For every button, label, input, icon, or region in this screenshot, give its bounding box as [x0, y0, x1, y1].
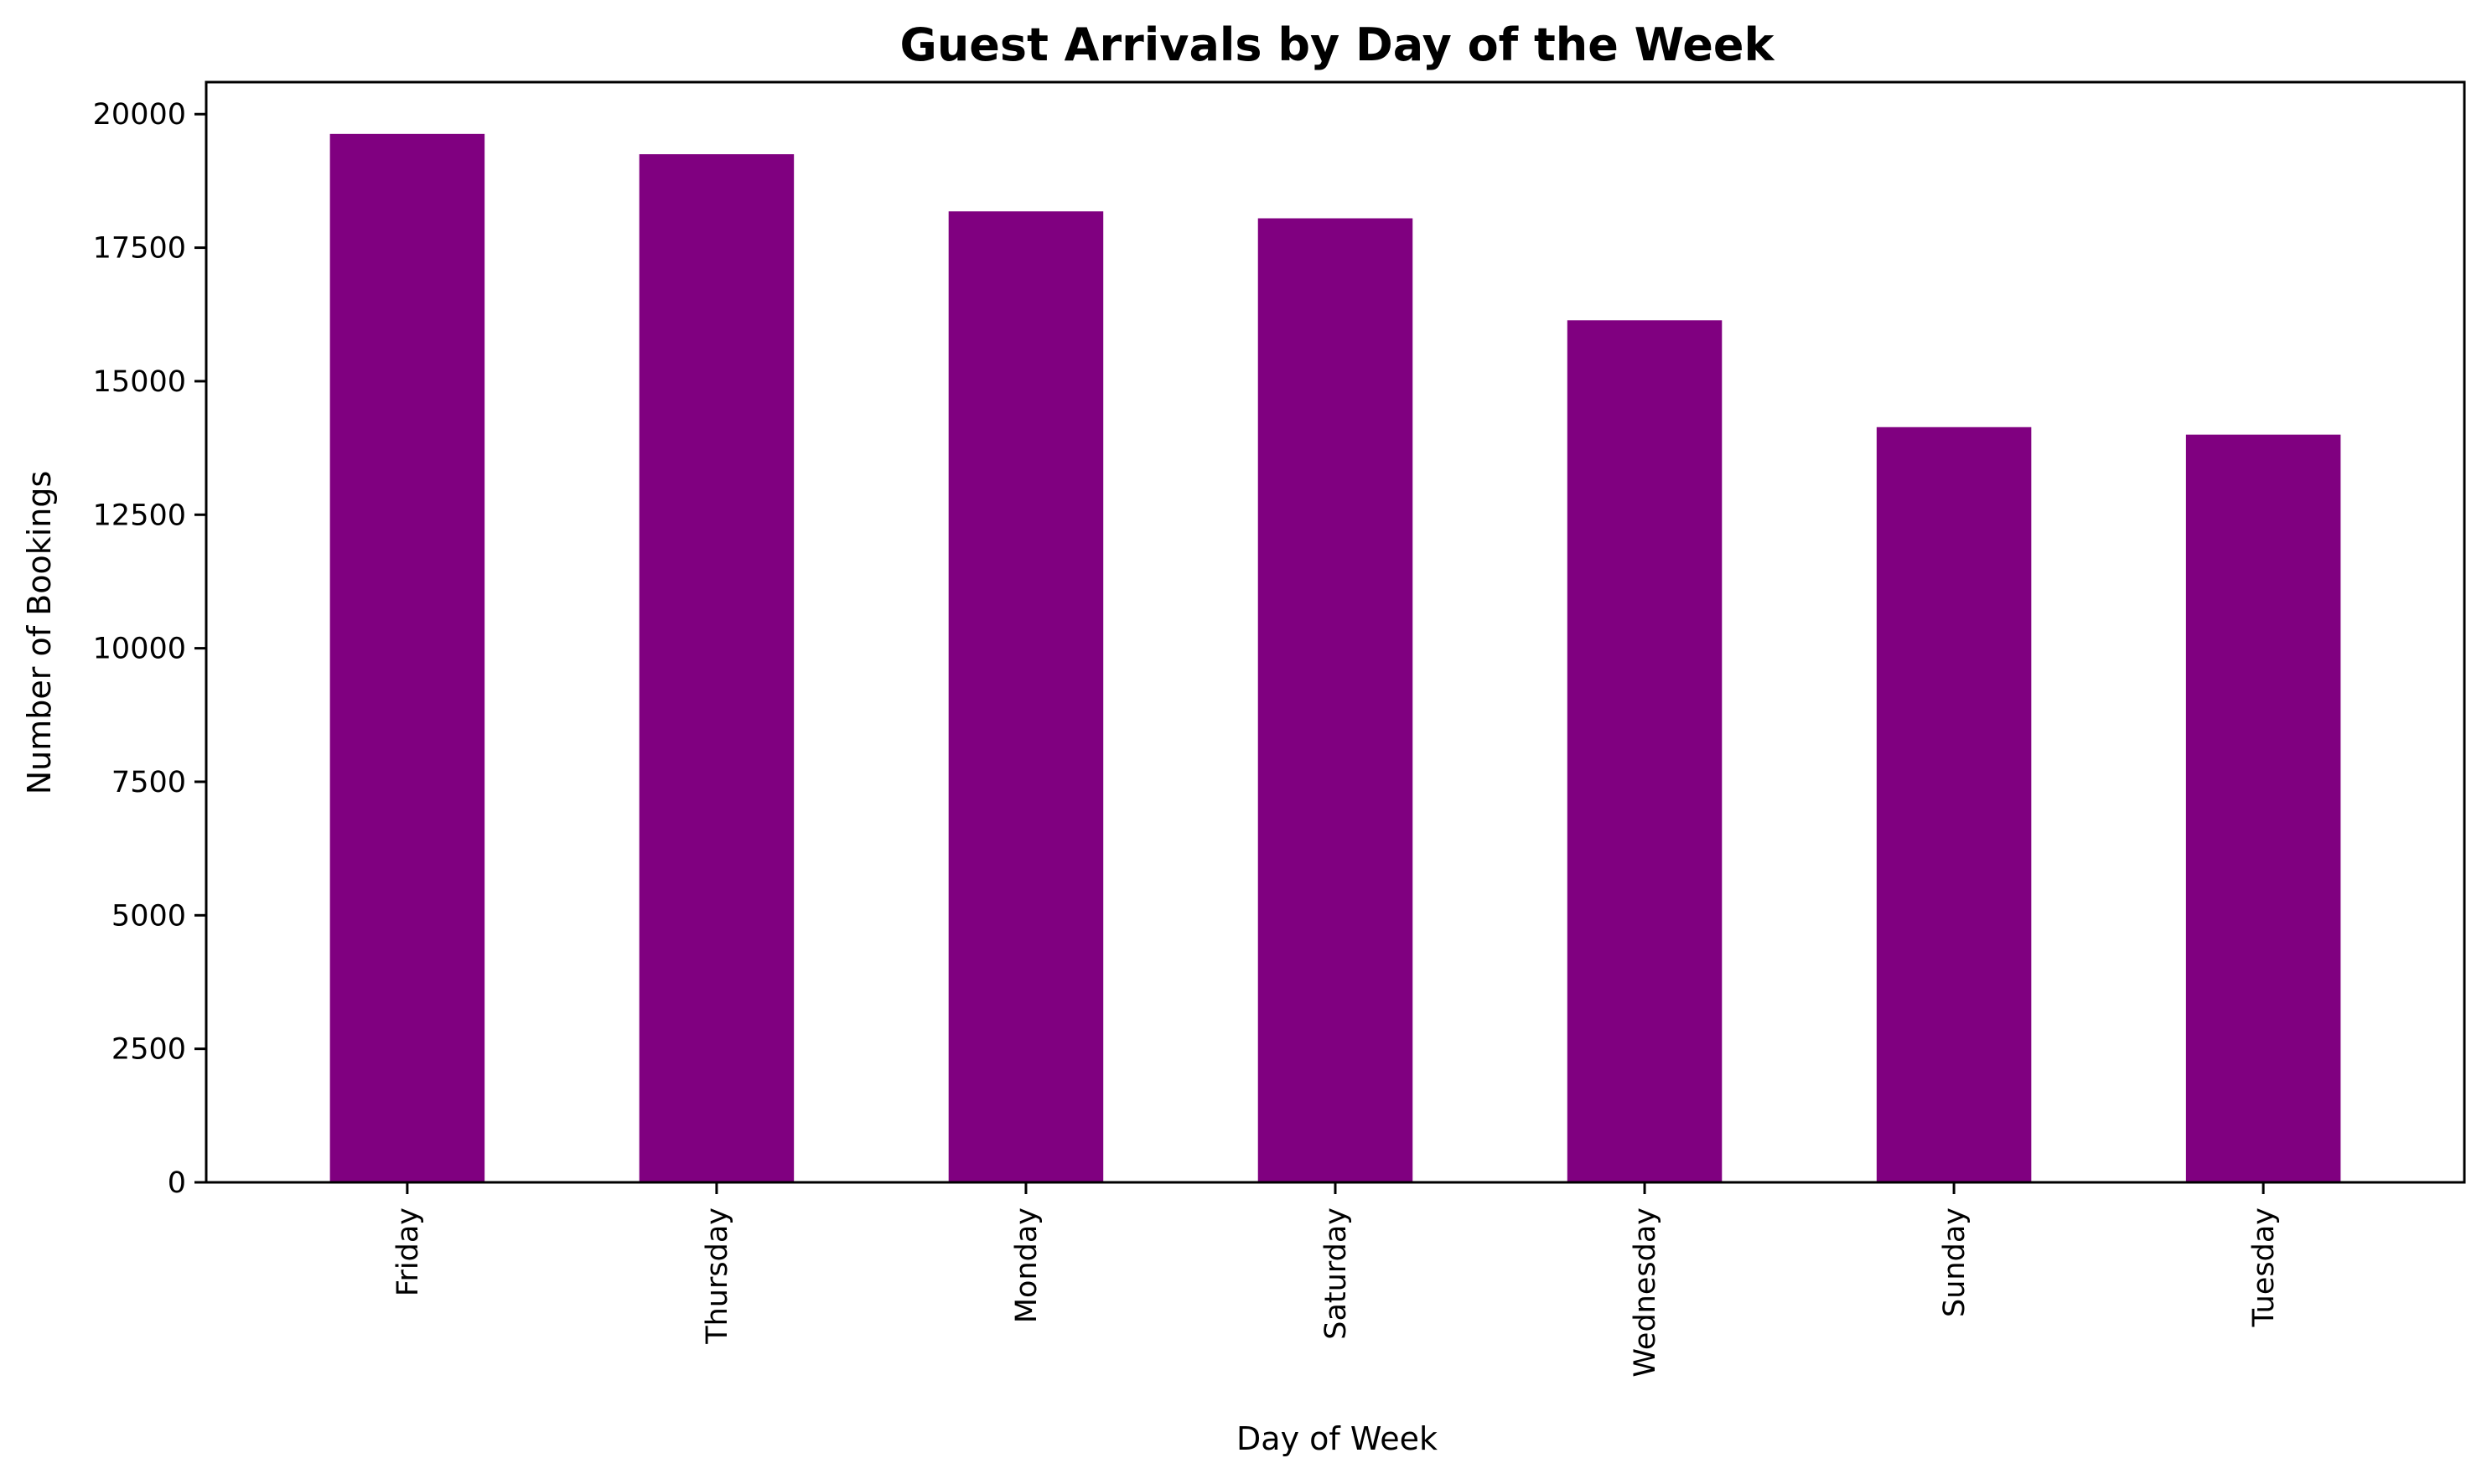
- x-axis: Friday Thursday Monday Saturday Wednesday Sun…: [391, 1182, 2281, 1378]
- plot-frame: [205, 80, 2466, 1184]
- x-axis-label: Day of Week: [1236, 1420, 1438, 1457]
- y-axis-label: Number of Bookings: [21, 471, 58, 795]
- y-tick-label: 5000: [111, 899, 186, 933]
- y-tick-label: 2500: [111, 1033, 186, 1067]
- bar-saturday: [1257, 218, 1413, 1183]
- bar-friday: [329, 133, 485, 1183]
- chart-title: Guest Arrivals by Day of the Week: [900, 18, 1775, 71]
- y-tick-label: 15000: [93, 365, 186, 399]
- bars-group: [329, 133, 2341, 1183]
- y-tick-label: 0: [168, 1166, 186, 1200]
- y-tick-label: 12500: [93, 499, 186, 532]
- x-tick-label: Wednesday: [1629, 1207, 1662, 1378]
- bar-sunday: [1876, 427, 2032, 1183]
- bar-thursday: [639, 154, 795, 1182]
- x-tick-label: Thursday: [701, 1207, 734, 1345]
- y-tick-label: 17500: [93, 232, 186, 266]
- bar-monday: [948, 211, 1104, 1183]
- y-tick-label: 7500: [111, 766, 186, 799]
- y-axis: 0 2500 5000 7500 10000 12500 15000 17500 20000: [93, 98, 206, 1200]
- y-tick-label: 10000: [93, 633, 186, 666]
- x-tick-label: Sunday: [1938, 1207, 1971, 1317]
- bar-tuesday: [2185, 434, 2341, 1182]
- x-tick-label: Tuesday: [2247, 1207, 2281, 1327]
- x-tick-label: Monday: [1010, 1207, 1044, 1323]
- bar-wednesday: [1567, 320, 1723, 1182]
- x-tick-label: Friday: [391, 1207, 425, 1296]
- x-tick-label: Saturday: [1319, 1207, 1353, 1340]
- y-tick-label: 20000: [93, 98, 186, 132]
